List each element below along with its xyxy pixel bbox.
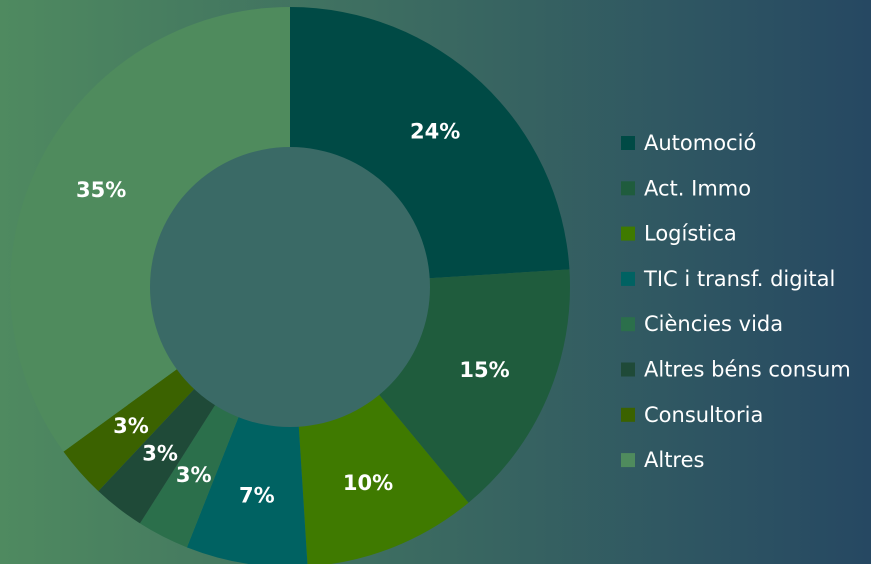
legend-swatch (621, 453, 635, 468)
legend-swatch (621, 317, 635, 332)
legend-swatch (621, 407, 635, 422)
legend-swatch (621, 136, 635, 150)
legend-label: Ciències vida (644, 312, 783, 336)
legend-label: Act. Immo (644, 176, 751, 200)
legend-label: Automoció (644, 131, 756, 155)
value-label: 3% (176, 463, 212, 487)
value-label: 10% (343, 471, 393, 495)
legend-swatch (621, 271, 635, 286)
value-label: 15% (459, 358, 509, 382)
value-label: 3% (113, 414, 149, 438)
legend-label: Consultoria (644, 403, 763, 427)
slice (10, 7, 290, 452)
value-label: 3% (142, 442, 178, 466)
legend-label: TIC i transf. digital (643, 267, 835, 291)
value-label: 7% (239, 483, 275, 507)
legend-label: Altres (644, 448, 704, 472)
value-label: 35% (76, 178, 126, 202)
value-label: 24% (410, 119, 460, 143)
legend-swatch (621, 362, 635, 377)
donut-hole (150, 147, 430, 427)
legend-label: Logística (644, 222, 737, 246)
legend-label: Altres béns consum (644, 358, 851, 382)
legend-swatch (621, 181, 635, 196)
legend-swatch (621, 226, 635, 241)
